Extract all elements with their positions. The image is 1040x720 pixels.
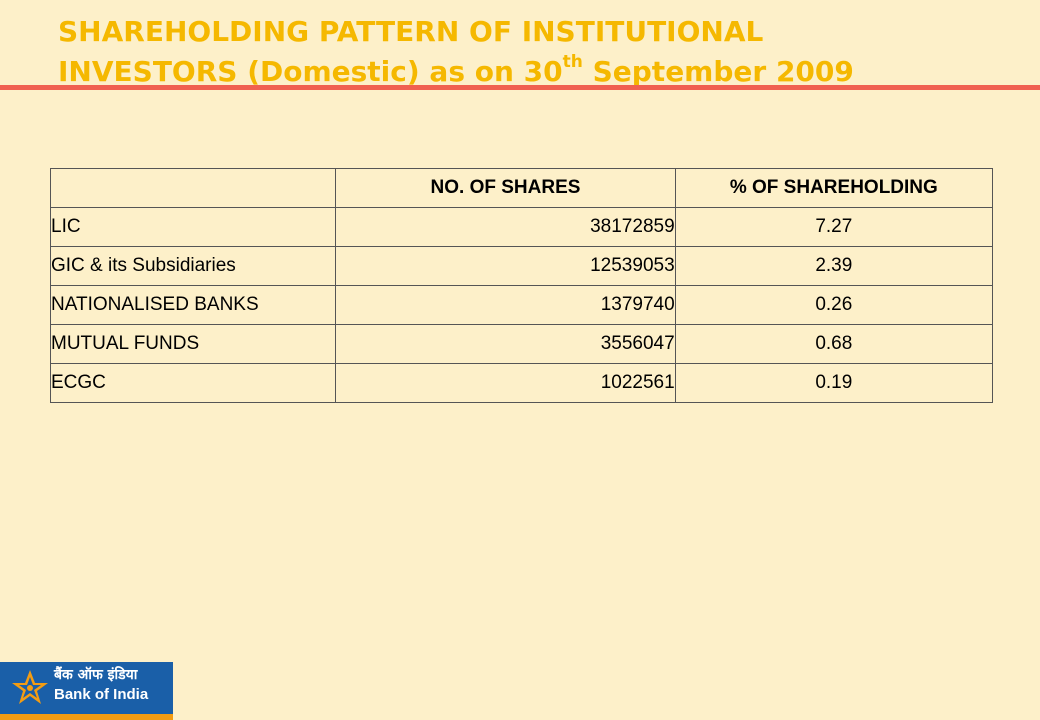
percent-value: 7.27 — [674, 207, 994, 247]
table-row: NATIONALISED BANKS 1379740 0.26 — [49, 285, 994, 325]
table-header-row: NO. OF SHARES % OF SHAREHOLDING — [49, 168, 994, 208]
table-row: LIC 38172859 7.27 — [49, 207, 994, 247]
investor-name: ECGC — [49, 363, 337, 403]
title-divider — [0, 85, 1040, 90]
shares-value: 38172859 — [335, 207, 676, 247]
percent-value: 0.68 — [674, 324, 994, 364]
title-line-2-suffix: September 2009 — [582, 55, 854, 88]
investor-name: GIC & its Subsidiaries — [49, 246, 337, 286]
shares-value: 3556047 — [335, 324, 676, 364]
title-superscript: th — [562, 51, 583, 72]
logo-english-text: Bank of India — [54, 686, 149, 703]
percent-value: 0.26 — [674, 285, 994, 325]
logo-hindi-text: बैंक ऑफ इंडिया — [54, 667, 138, 683]
table-row: ECGC 1022561 0.19 — [49, 363, 994, 403]
header-percent-shareholding: % OF SHAREHOLDING — [674, 168, 994, 208]
title-line-1: SHAREHOLDING PATTERN OF INSTITUTIONAL — [58, 15, 764, 48]
shares-value: 1022561 — [335, 363, 676, 403]
investor-name: NATIONALISED BANKS — [49, 285, 337, 325]
table-row: GIC & its Subsidiaries 12539053 2.39 — [49, 246, 994, 286]
investor-name: LIC — [49, 207, 337, 247]
percent-value: 0.19 — [674, 363, 994, 403]
header-no-of-shares: NO. OF SHARES — [335, 168, 676, 208]
shareholding-table: NO. OF SHARES % OF SHAREHOLDING LIC 3817… — [49, 168, 994, 403]
star-logo-icon — [12, 670, 48, 704]
percent-value: 2.39 — [674, 246, 994, 286]
slide-title: SHAREHOLDING PATTERN OF INSTITUTIONAL IN… — [58, 12, 1018, 92]
title-line-2: INVESTORS (Domestic) as on 30 — [58, 55, 563, 88]
shares-value: 12539053 — [335, 246, 676, 286]
table-row: MUTUAL FUNDS 3556047 0.68 — [49, 324, 994, 364]
bank-logo: बैंक ऑफ इंडिया Bank of India — [0, 662, 173, 720]
shares-value: 1379740 — [335, 285, 676, 325]
investor-name: MUTUAL FUNDS — [49, 324, 337, 364]
header-blank — [49, 168, 337, 208]
